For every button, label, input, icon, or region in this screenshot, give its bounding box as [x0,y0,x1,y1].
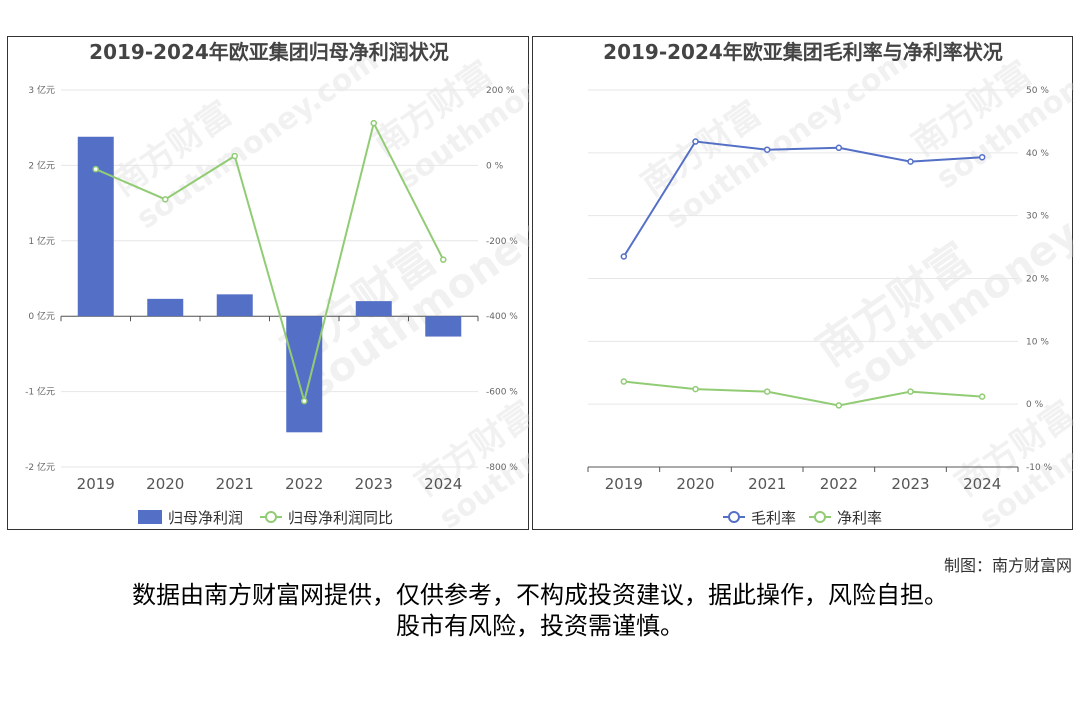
y-right-tick-label: 200 % [486,86,515,96]
y-left-tick-label: 3 亿元 [28,84,55,96]
point-1-2022 [835,402,843,409]
point-yoy-2020 [162,196,169,203]
chart-credit: 制图：南方财富网 [943,556,1072,575]
disclaimer-line-1: 数据由南方财富网提供，仅供参考，不构成投资建议，据此操作，风险自担。 [132,581,948,609]
point-0-2021 [763,146,771,153]
y-left-tick-label: 1 亿元 [28,235,55,247]
point-0-2020 [692,138,699,145]
legend-swatch-marker [265,511,277,523]
legend-label-1: 净利率 [837,509,882,527]
x-tick-label: 2024 [424,475,462,493]
series-line-0 [622,140,983,258]
x-tick-label: 2023 [891,475,929,493]
right-chart-panel: 南方财富 southmoney.com 南方财富 southmoney.com 南方财富… [532,36,1074,531]
point-1-2019 [620,378,628,385]
point-yoy-2022 [301,397,308,405]
point-1-2024 [978,393,986,400]
bar-2023 [355,301,392,317]
watermark: 南方财富southmoney.com南方财富southmoney.com南方财富… [634,37,1074,531]
y-right-tick-label: 0 % [1026,400,1044,410]
point-yoy-2019 [92,165,99,173]
y-right-tick-label: 30 % [1026,212,1049,222]
y-right-tick-label: -800 % [486,463,518,473]
watermark: 南方财富southmoney.com南方财富southmoney.com南方财富… [105,37,530,531]
x-tick-label: 2020 [146,475,184,493]
x-tick-label: 2020 [676,475,714,493]
legend-swatch-marker-1 [814,511,826,523]
series-line-1 [623,380,983,407]
y-right-tick-label: -200 % [486,237,518,247]
y-right-tick-label: -600 % [486,388,518,398]
legend-swatch-marker-0 [728,511,740,523]
left-chart-panel: 南方财富 southmoney.com 南方财富 southmoney.com 南方财富… [7,36,530,531]
y-right-tick-label: 40 % [1026,149,1049,159]
legend-swatch-bar [138,510,162,524]
point-yoy-2023 [370,119,377,127]
x-tick-label: 2019 [605,475,643,493]
point-yoy-2024 [440,256,447,263]
legend-label-line: 归母净利润同比 [288,509,393,527]
x-tick-label: 2023 [355,475,393,493]
chart-title: 2019-2024年欧亚集团毛利率与净利率状况 [603,40,1003,64]
series-line-yoy [95,120,445,405]
disclaimer: 数据由南方财富网提供，仅供参考，不构成投资建议，据此操作，风险自担。 股市有风险… [0,580,1080,642]
y-left-tick-label: 2 亿元 [28,159,55,171]
point-1-2023 [907,388,914,395]
bar-2022 [286,316,323,433]
x-tick-label: 2021 [748,475,786,493]
y-left-tick-label: -1 亿元 [25,386,55,398]
y-left-tick-label: 0 亿元 [28,310,55,322]
bar-2021 [216,294,253,317]
x-tick-label: 2022 [820,475,858,493]
x-tick-label: 2019 [77,475,115,493]
chart-title: 2019-2024年欧亚集团归母净利润状况 [89,40,449,64]
disclaimer-line-2: 股市有风险，投资需谨慎。 [396,612,684,640]
y-right-tick-label: 10 % [1026,337,1049,347]
x-tick-label: 2024 [963,475,1001,493]
bar-2020 [147,298,184,317]
bar-2019 [77,136,114,317]
point-0-2023 [907,158,914,165]
y-left-tick-label: -2 亿元 [25,461,55,473]
y-right-tick-label: -10 % [1026,463,1053,473]
x-tick-label: 2021 [216,475,254,493]
bar-2024 [425,316,462,337]
y-right-tick-label: 50 % [1026,86,1049,96]
point-0-2024 [978,153,986,161]
legend-label-bar: 归母净利润 [168,509,243,527]
point-0-2019 [620,253,628,260]
y-right-tick-label: 20 % [1026,275,1049,285]
x-tick-label: 2022 [285,475,323,493]
point-1-2020 [692,385,699,393]
right-chart: 南方财富southmoney.com南方财富southmoney.com南方财富… [587,37,1074,531]
point-1-2021 [763,388,771,395]
legend-label-0: 毛利率 [751,509,796,527]
left-chart: 南方财富southmoney.com南方财富southmoney.com南方财富… [25,37,530,531]
point-0-2022 [835,144,843,152]
y-right-tick-label: -400 % [486,312,518,322]
point-yoy-2021 [231,152,238,160]
y-right-tick-label: 0 % [486,161,504,171]
